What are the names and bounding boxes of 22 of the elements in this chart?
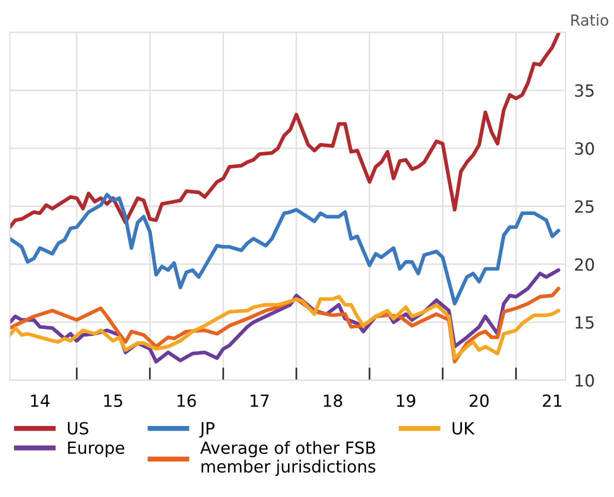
legend-label: Europe (68, 442, 124, 458)
legend-label: Average of other FSB member jurisdictions (200, 441, 376, 476)
y-tick-label: 35 (575, 84, 594, 97)
y-tick-label: 25 (575, 200, 594, 213)
legend-label: JP (199, 422, 214, 438)
x-tick-label: 16 (178, 394, 196, 407)
x-tick-label: 14 (31, 394, 50, 407)
line-series (10, 192, 560, 306)
y-tick-label: 20 (575, 258, 594, 271)
x-tick-label: 20 (470, 394, 489, 407)
x-tick-label: 19 (397, 394, 416, 407)
x-tick-label: 17 (250, 394, 269, 407)
x-tick-label: 15 (104, 394, 122, 407)
legend-label: UK (452, 422, 475, 435)
y-axis-title: Ratio (571, 14, 608, 26)
line-series (10, 32, 560, 229)
x-tick-label: 18 (324, 394, 342, 407)
y-tick-label: 10 (576, 374, 594, 387)
y-tick-label: 30 (575, 142, 594, 155)
x-tick-label: 21 (542, 394, 562, 407)
y-tick-label: 15 (576, 316, 594, 329)
legend-label: US (68, 422, 88, 435)
